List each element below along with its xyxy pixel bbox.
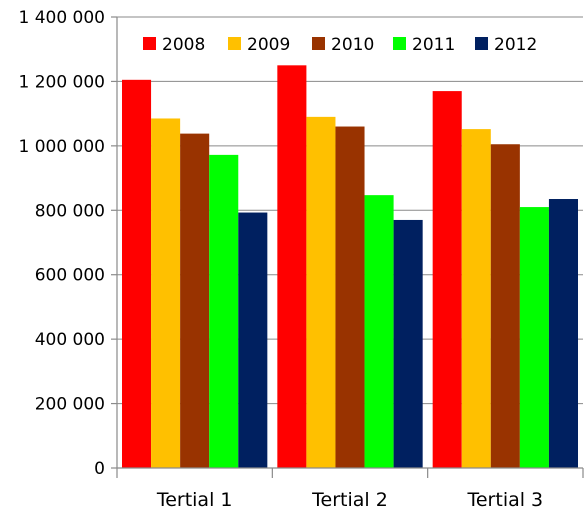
bar-2008-tertial-2 xyxy=(277,65,307,469)
y-tick-label: 1 200 000 xyxy=(18,72,105,92)
x-category-labels: Tertial 1 Tertial 2 Tertial 3 xyxy=(156,489,543,511)
legend-item-2009: 2009 xyxy=(228,35,290,55)
bar-2011-tertial-3 xyxy=(519,207,549,469)
y-tick-label: 1 000 000 xyxy=(18,137,105,157)
bar-2008-tertial-3 xyxy=(432,91,462,468)
x-category-label: Tertial 3 xyxy=(466,489,543,511)
bar-2008-tertial-1 xyxy=(122,79,152,468)
legend-swatch xyxy=(143,37,156,50)
legend-swatch xyxy=(312,37,325,50)
legend-label: 2011 xyxy=(412,35,455,55)
legend-item-2008: 2008 xyxy=(143,35,205,55)
y-tick-label: 200 000 xyxy=(35,395,105,415)
x-category-label: Tertial 2 xyxy=(311,489,388,511)
legend-label: 2008 xyxy=(162,35,205,55)
legend: 2008 2009 2010 2011 2012 xyxy=(143,35,537,55)
bar-2012-tertial-2 xyxy=(393,219,423,468)
bar-2010-tertial-3 xyxy=(490,144,520,468)
legend-item-2011: 2011 xyxy=(393,35,455,55)
y-tick-label: 400 000 xyxy=(35,330,105,350)
bar-2009-tertial-3 xyxy=(461,129,491,468)
axes xyxy=(111,16,584,478)
bar-2010-tertial-1 xyxy=(180,133,210,468)
bar-2010-tertial-2 xyxy=(335,126,365,469)
y-tick-labels: 0 200 000 400 000 600 000 800 000 1 000 000 1 … xyxy=(18,8,105,479)
bar-2011-tertial-1 xyxy=(209,154,239,468)
y-tick-label: 0 xyxy=(94,459,105,479)
bar-2012-tertial-1 xyxy=(238,212,268,468)
legend-label: 2009 xyxy=(247,35,290,55)
legend-item-2012: 2012 xyxy=(475,35,537,55)
bars xyxy=(122,65,578,469)
legend-swatch xyxy=(228,37,241,50)
y-tick-label: 800 000 xyxy=(35,201,105,221)
bar-2009-tertial-1 xyxy=(151,118,181,468)
bar-2012-tertial-3 xyxy=(548,199,578,468)
x-category-label: Tertial 1 xyxy=(156,489,233,511)
legend-label: 2010 xyxy=(331,35,374,55)
legend-swatch xyxy=(475,37,488,50)
legend-swatch xyxy=(393,37,406,50)
bar-2009-tertial-2 xyxy=(306,116,336,468)
y-tick-label: 600 000 xyxy=(35,266,105,286)
y-tick-label: 1 400 000 xyxy=(18,8,105,28)
legend-item-2010: 2010 xyxy=(312,35,374,55)
bar-2011-tertial-2 xyxy=(364,195,394,468)
legend-label: 2012 xyxy=(494,35,537,55)
